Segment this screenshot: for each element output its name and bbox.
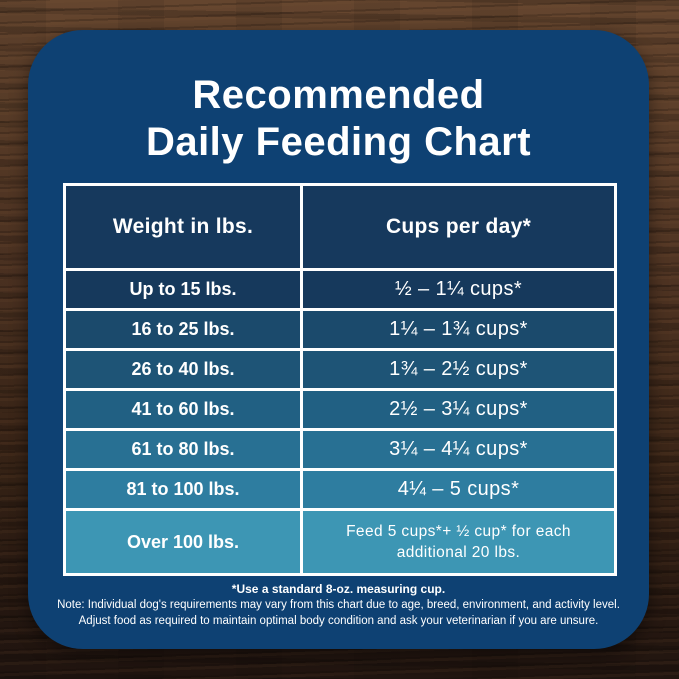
weight-cell: 61 to 80 lbs.: [66, 431, 300, 468]
table-row: 61 to 80 lbs. 3¼ – 4¼ cups*: [66, 431, 614, 468]
cups-cell: Feed 5 cups*+ ½ cup* for each additional…: [303, 511, 614, 573]
column-header-cups: Cups per day*: [303, 186, 614, 268]
weight-cell: Over 100 lbs.: [66, 511, 300, 573]
table-header-row: Weight in lbs. Cups per day*: [66, 186, 614, 268]
page-title: Recommended Daily Feeding Chart: [28, 72, 649, 166]
footnotes: *Use a standard 8-oz. measuring cup. Not…: [50, 581, 627, 629]
table-row: 41 to 60 lbs. 2½ – 3¼ cups*: [66, 391, 614, 428]
table-row: 26 to 40 lbs. 1¾ – 2½ cups*: [66, 351, 614, 388]
weight-cell: Up to 15 lbs.: [66, 271, 300, 308]
feeding-chart-card: Recommended Daily Feeding Chart Weight i…: [28, 30, 649, 649]
table-row: Up to 15 lbs. ½ – 1¼ cups*: [66, 271, 614, 308]
footnote-note-line2: Adjust food as required to maintain opti…: [78, 615, 599, 627]
footnote-note-line1: Note: Individual dog's requirements may …: [57, 599, 620, 611]
weight-cell: 26 to 40 lbs.: [66, 351, 300, 388]
table-row: 16 to 25 lbs. 1¼ – 1¾ cups*: [66, 311, 614, 348]
weight-cell: 81 to 100 lbs.: [66, 471, 300, 508]
cups-cell: ½ – 1¼ cups*: [303, 271, 614, 308]
cups-cell: 4¼ – 5 cups*: [303, 471, 614, 508]
cups-cell: 1¾ – 2½ cups*: [303, 351, 614, 388]
weight-cell: 16 to 25 lbs.: [66, 311, 300, 348]
cups-cell: 3¼ – 4¼ cups*: [303, 431, 614, 468]
cups-cell: 2½ – 3¼ cups*: [303, 391, 614, 428]
table-row: Over 100 lbs. Feed 5 cups*+ ½ cup* for e…: [66, 511, 614, 573]
column-header-weight: Weight in lbs.: [66, 186, 300, 268]
cups-cell: 1¼ – 1¾ cups*: [303, 311, 614, 348]
page-title-line2: Daily Feeding Chart: [145, 120, 532, 164]
weight-cell: 41 to 60 lbs.: [66, 391, 300, 428]
footnote-measuring-cup: *Use a standard 8-oz. measuring cup.: [231, 582, 446, 596]
feeding-table: Weight in lbs. Cups per day* Up to 15 lb…: [63, 183, 617, 576]
page-title-line1: Recommended: [192, 73, 485, 117]
table-row: 81 to 100 lbs. 4¼ – 5 cups*: [66, 471, 614, 508]
